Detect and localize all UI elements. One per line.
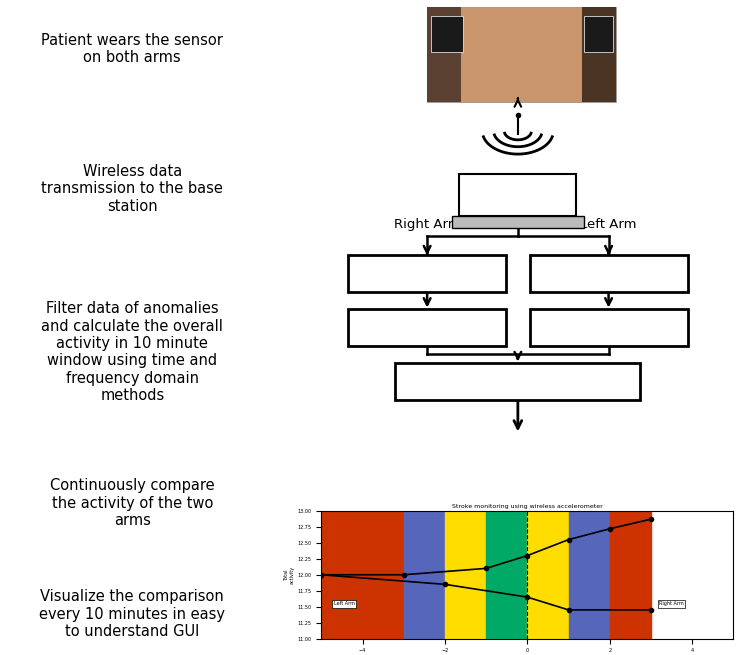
Bar bbox=[445, 511, 486, 639]
Text: Left Arm: Left Arm bbox=[581, 217, 637, 231]
Text: High Pass Filter: High Pass Filter bbox=[368, 267, 486, 280]
Title: Stroke monitoring using wireless accelerometer: Stroke monitoring using wireless acceler… bbox=[452, 504, 603, 509]
Bar bbox=[460, 174, 577, 216]
Text: Filter data of anomalies
and calculate the overall
activity in 10 minute
window : Filter data of anomalies and calculate t… bbox=[42, 301, 223, 403]
Text: Compare Activity: Compare Activity bbox=[451, 374, 585, 388]
Bar bbox=[404, 511, 445, 639]
Bar bbox=[584, 16, 613, 52]
FancyBboxPatch shape bbox=[348, 255, 507, 292]
Bar bbox=[569, 511, 609, 639]
Y-axis label: Total
activity: Total activity bbox=[284, 566, 295, 584]
Text: Wireless data
transmission to the base
station: Wireless data transmission to the base s… bbox=[42, 164, 223, 214]
Text: High Pass Filter: High Pass Filter bbox=[550, 267, 668, 280]
Bar bbox=[582, 7, 616, 102]
Text: Left Arm: Left Arm bbox=[333, 601, 355, 607]
FancyBboxPatch shape bbox=[529, 255, 688, 292]
Bar bbox=[452, 216, 584, 228]
Bar bbox=[486, 511, 527, 639]
Bar bbox=[527, 511, 569, 639]
FancyBboxPatch shape bbox=[348, 309, 507, 346]
Text: Right Arm: Right Arm bbox=[659, 601, 684, 607]
Bar bbox=[609, 511, 651, 639]
Bar bbox=[427, 7, 616, 102]
FancyBboxPatch shape bbox=[529, 309, 688, 346]
Text: Measure Activity: Measure Activity bbox=[546, 321, 671, 334]
Bar bbox=[427, 7, 461, 102]
Text: Right Arm: Right Arm bbox=[394, 217, 460, 231]
Text: Measure Activity: Measure Activity bbox=[364, 321, 490, 334]
Bar bbox=[321, 511, 404, 639]
Text: Patient wears the sensor
on both arms: Patient wears the sensor on both arms bbox=[42, 33, 223, 65]
FancyBboxPatch shape bbox=[395, 363, 640, 400]
Text: Visualize the comparison
every 10 minutes in easy
to understand GUI: Visualize the comparison every 10 minute… bbox=[39, 590, 225, 639]
Bar bbox=[431, 16, 463, 52]
Text: Continuously compare
the activity of the two
arms: Continuously compare the activity of the… bbox=[50, 478, 215, 528]
